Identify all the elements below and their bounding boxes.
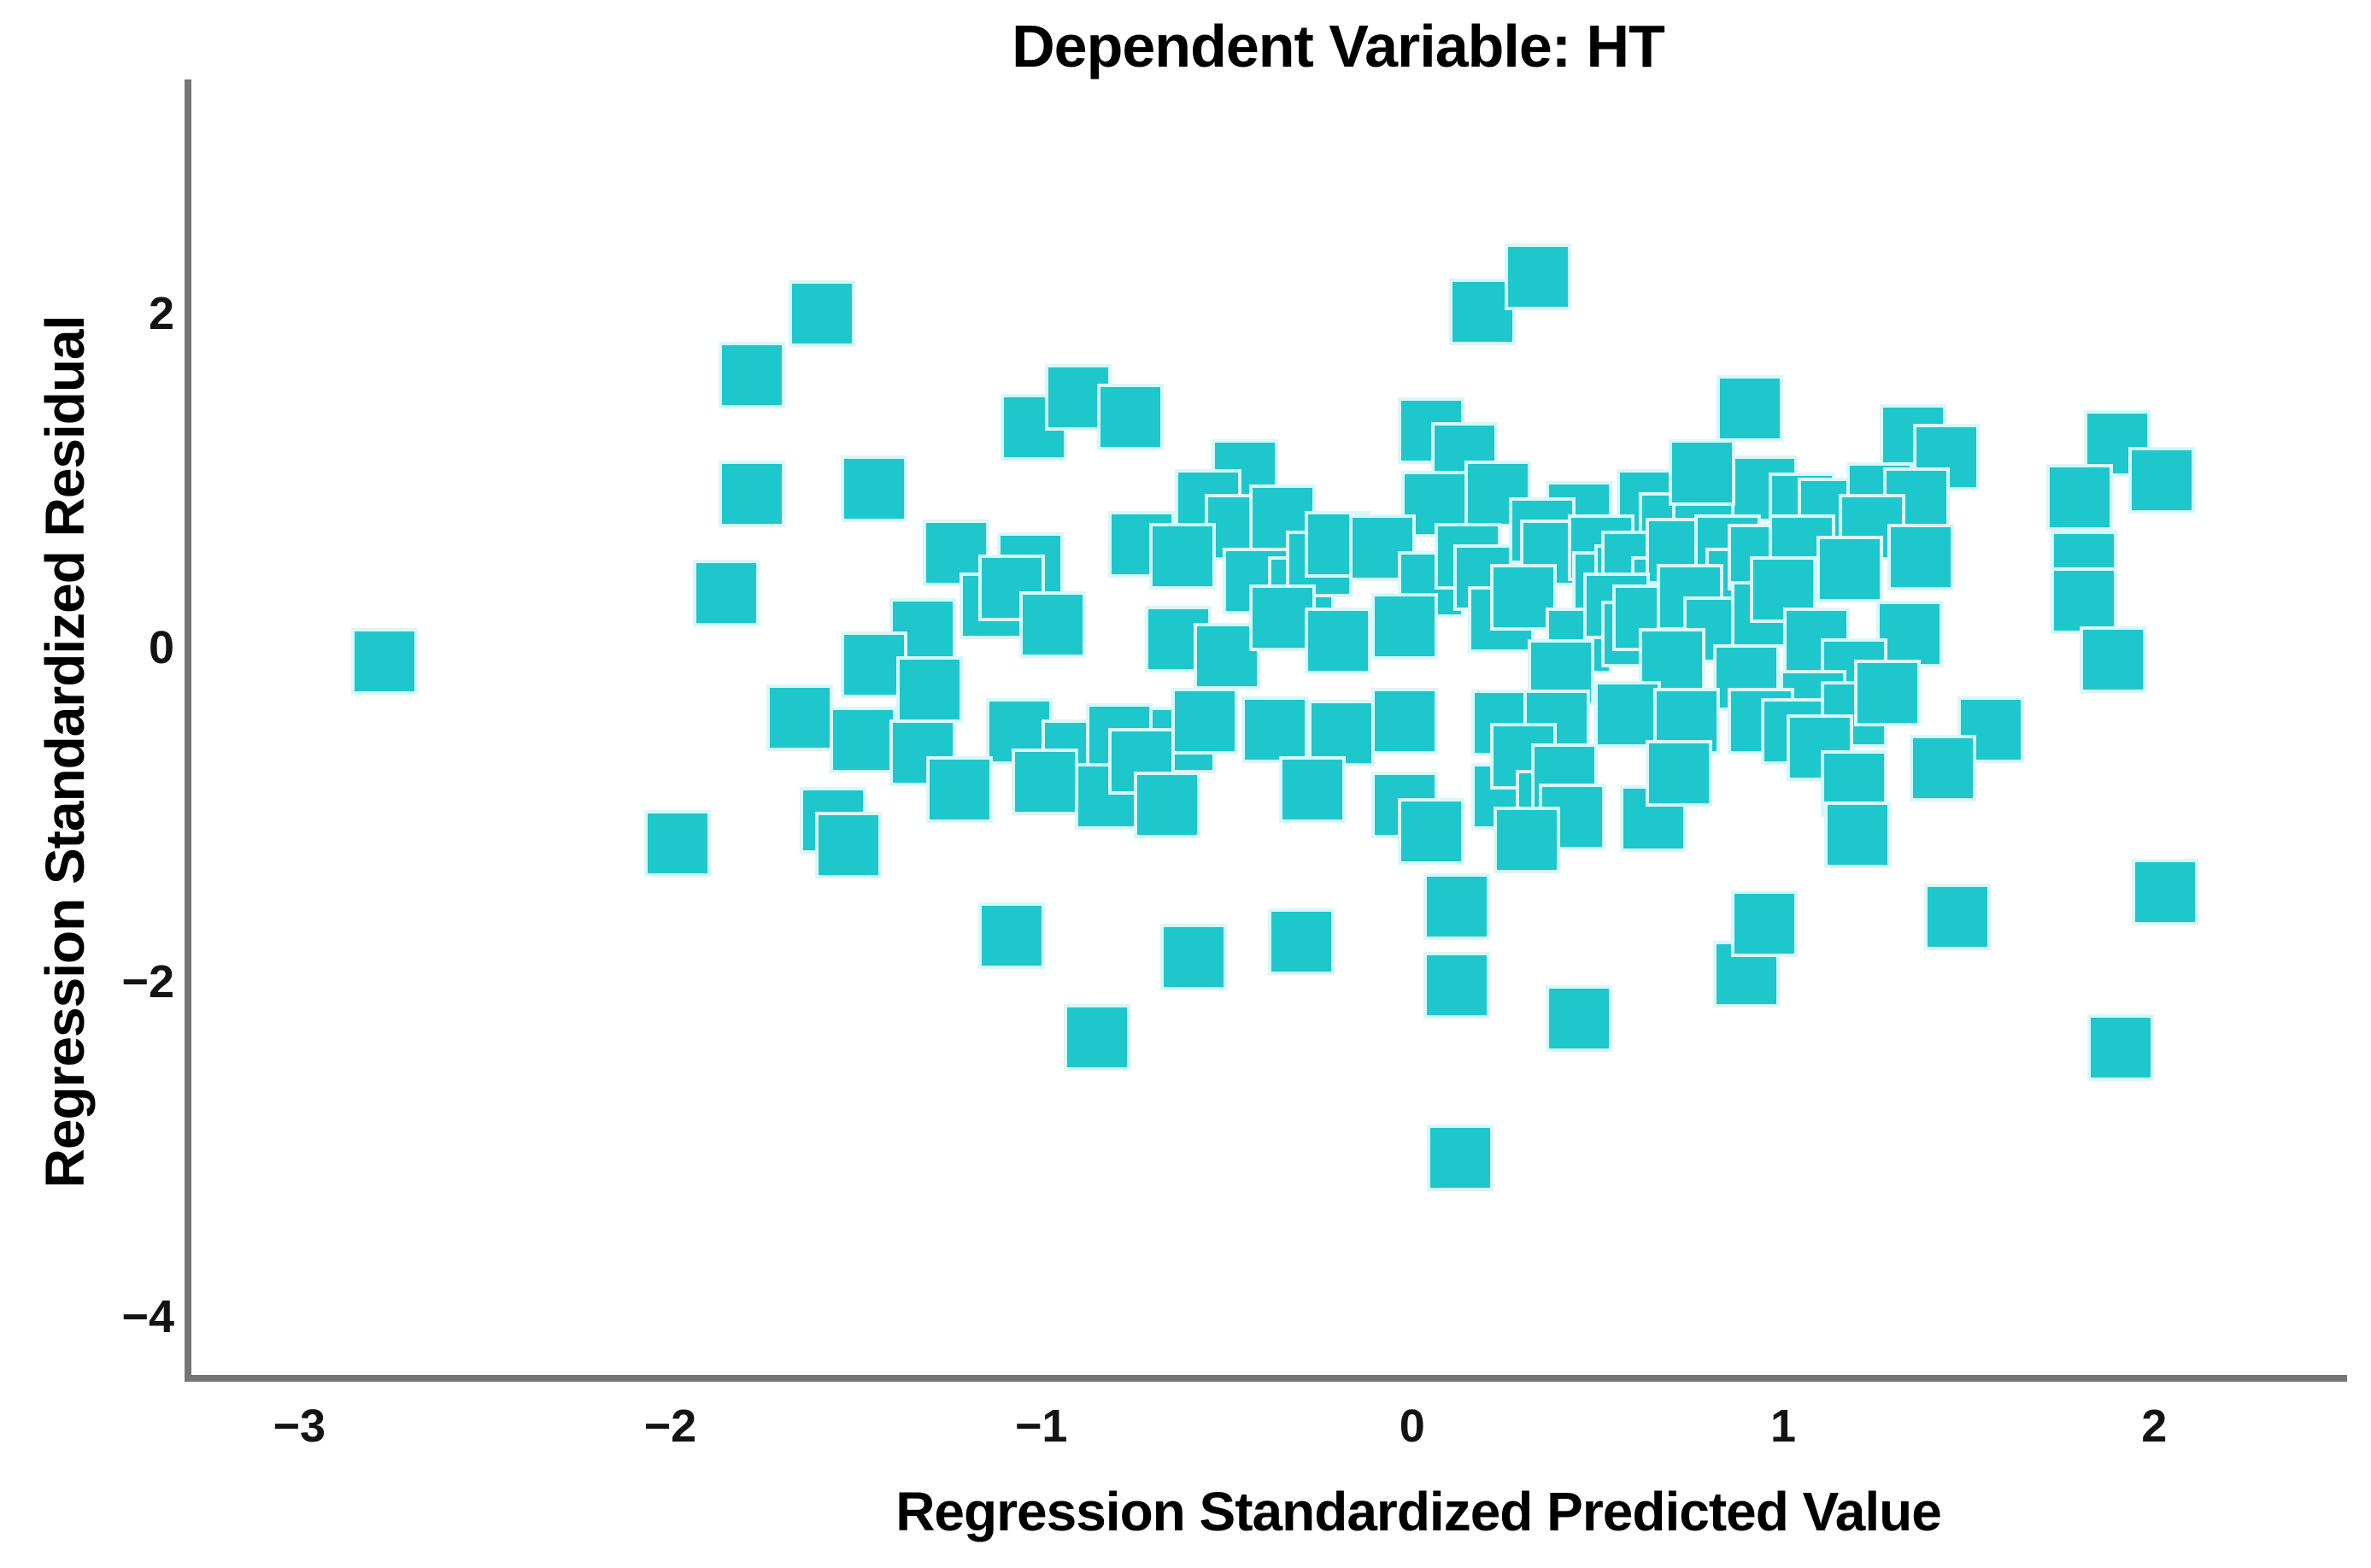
data-point-marker — [841, 455, 908, 523]
data-point-marker — [1464, 461, 1531, 528]
data-point-marker — [1063, 1003, 1130, 1071]
data-point-marker — [1957, 696, 2025, 763]
x-tick-label: −1 — [1014, 1401, 1068, 1452]
x-tick-label: 2 — [2141, 1401, 2168, 1452]
data-point-marker — [814, 811, 882, 878]
data-point-marker — [1193, 622, 1260, 690]
data-point-marker — [1278, 756, 1346, 824]
x-axis-line — [185, 1375, 2347, 1382]
x-axis-label: Regression Standardized Predicted Value — [895, 1481, 1942, 1542]
data-point-marker — [1638, 627, 1705, 695]
x-tick-label: 1 — [1769, 1401, 1797, 1452]
data-point-marker — [1731, 890, 1799, 957]
data-point-marker — [1716, 375, 1783, 443]
data-point-marker — [977, 901, 1045, 969]
data-point-marker — [1490, 564, 1558, 631]
data-point-marker — [1148, 522, 1216, 590]
data-point-marker — [1427, 1124, 1494, 1191]
chart-title: Dependent Variable: HT — [1012, 13, 1665, 79]
x-tick-label: 0 — [1399, 1401, 1425, 1452]
data-point-marker — [1909, 734, 1976, 802]
y-tick-label: 0 — [148, 622, 174, 674]
data-point-marker — [1371, 592, 1439, 660]
data-point-marker — [351, 627, 419, 695]
y-tick-label: −2 — [121, 956, 174, 1008]
data-point-marker — [1018, 590, 1086, 658]
data-point-marker — [830, 706, 897, 773]
data-point-marker — [789, 279, 856, 347]
data-point-marker — [1241, 696, 1309, 763]
data-point-marker — [644, 810, 712, 877]
x-tick-label: −2 — [643, 1401, 697, 1452]
data-point-marker — [1887, 524, 1954, 591]
data-point-marker — [1423, 873, 1490, 941]
data-point-marker — [1371, 688, 1439, 755]
data-point-marker — [896, 656, 964, 724]
data-point-marker — [1853, 659, 1921, 726]
data-point-marker — [1593, 681, 1661, 749]
data-point-marker — [1924, 884, 1992, 951]
y-tick-label: 2 — [148, 287, 174, 339]
data-point-marker — [1494, 807, 1561, 874]
data-point-marker — [1646, 739, 1713, 807]
data-point-marker — [1823, 802, 1891, 869]
data-point-marker — [2132, 858, 2199, 925]
data-point-marker — [1816, 536, 1884, 603]
data-point-marker — [692, 559, 760, 626]
data-point-marker — [1267, 908, 1335, 976]
data-point-marker — [1505, 243, 1572, 310]
data-point-marker — [2050, 567, 2117, 635]
data-point-marker — [1304, 608, 1371, 675]
data-point-marker — [1449, 278, 1517, 345]
data-point-marker — [718, 342, 785, 409]
data-point-marker — [718, 461, 785, 528]
data-point-marker — [1134, 772, 1201, 838]
data-point-marker — [1397, 798, 1464, 866]
data-point-marker — [1171, 688, 1238, 755]
x-tick-label: −3 — [273, 1401, 326, 1452]
data-point-marker — [1096, 384, 1164, 451]
y-axis-line — [185, 79, 191, 1382]
data-point-marker — [926, 756, 994, 824]
data-point-marker — [2046, 464, 2114, 531]
y-tick-label: −4 — [121, 1290, 174, 1342]
data-point-marker — [1159, 924, 1227, 991]
data-point-marker — [766, 684, 834, 752]
data-point-marker — [1668, 438, 1735, 506]
data-point-marker — [1423, 952, 1490, 1019]
data-point-marker — [2127, 447, 2195, 514]
data-point-marker — [2080, 625, 2147, 693]
data-point-marker — [1546, 985, 1613, 1053]
data-point-marker — [1011, 748, 1078, 815]
data-point-marker — [2087, 1013, 2155, 1081]
data-point-marker — [1248, 584, 1316, 651]
